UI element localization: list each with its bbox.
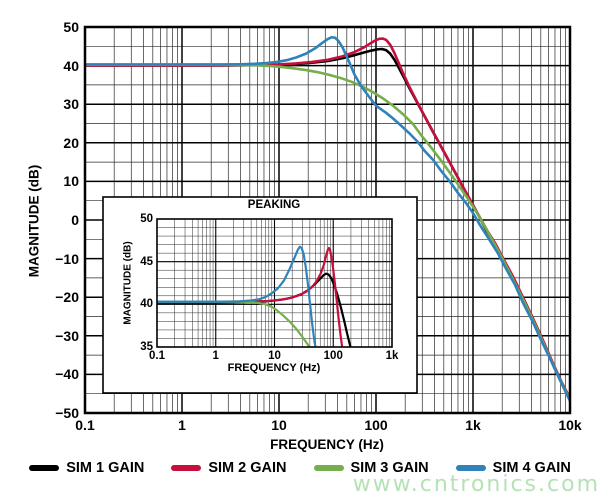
- main-y-tick-label: −30: [55, 327, 79, 344]
- legend-item-sim-2: SIM 2 GAIN: [171, 460, 287, 476]
- main-y-tick-label: 10: [63, 173, 79, 190]
- legend-item-sim-1: SIM 1 GAIN: [29, 460, 144, 476]
- inset-curves: [157, 245, 352, 347]
- main-x-axis-title: FREQUENCY (Hz): [270, 437, 384, 452]
- legend-label-sim-3: SIM 3 GAIN: [350, 460, 429, 476]
- inset-y-tick-label: 50: [140, 213, 153, 225]
- inset-x-axis-title: FREQUENCY (Hz): [227, 362, 321, 374]
- inset-grid: [157, 219, 392, 347]
- main-y-tick-label: 50: [63, 19, 79, 35]
- inset-plot-border: [156, 218, 393, 348]
- main-x-tick-label: 10: [271, 417, 287, 433]
- main-x-tick-label: 100: [364, 417, 388, 433]
- legend-swatch-sim-4: [455, 465, 486, 471]
- legend-label-sim-2: SIM 2 GAIN: [208, 460, 287, 476]
- main-y-tick-label: 40: [63, 57, 79, 74]
- inset-x-tick-label: 10: [268, 350, 281, 362]
- inset-panel: [102, 196, 418, 394]
- legend-item-sim-3: SIM 3 GAIN: [313, 460, 429, 476]
- legend-label-sim-1: SIM 1 GAIN: [66, 460, 145, 476]
- main-curve-sim-4: [85, 35, 570, 403]
- main-curves: [85, 35, 570, 403]
- inset-y-tick-label: 40: [140, 298, 153, 311]
- legend-swatch-sim-1: [29, 465, 60, 471]
- main-y-tick-label: 30: [63, 96, 79, 113]
- main-x-tick-label: 0.1: [75, 417, 95, 433]
- main-x-tick-label: 1: [178, 417, 186, 433]
- inset-y-tick-label: 35: [140, 341, 153, 353]
- inset-x-tick-label: 1: [212, 350, 219, 362]
- inset-x-tick-label: 1k: [385, 350, 399, 362]
- main-y-tick-label: 0: [71, 212, 79, 228]
- main-plot-border: [83, 25, 572, 415]
- legend-label-sim-4: SIM 4 GAIN: [492, 460, 571, 476]
- main-y-tick-label: −10: [55, 250, 79, 267]
- inset-curve-sim-2: [157, 246, 344, 347]
- main-x-tick-label: 1k: [465, 417, 481, 433]
- watermark-text: www.cntronics.com: [352, 472, 600, 497]
- main-y-tick-label: 20: [63, 134, 79, 151]
- chart-legend: SIM 1 GAIN SIM 2 GAIN SIM 3 GAIN SIM 4 GAIN: [0, 460, 600, 476]
- main-y-tick-label: −40: [55, 366, 79, 383]
- inset-y-tick-label: 45: [140, 255, 153, 268]
- main-x-tick-label: 10k: [558, 417, 582, 433]
- legend-swatch-sim-3: [313, 465, 344, 471]
- main-y-tick-label: −50: [55, 405, 79, 421]
- inset-x-tick-label: 100: [323, 350, 343, 362]
- main-y-tick-label: −20: [55, 289, 79, 306]
- inset-chart-title: PEAKING: [247, 199, 301, 211]
- legend-swatch-sim-2: [171, 465, 202, 471]
- legend-item-sim-4: SIM 4 GAIN: [455, 460, 571, 476]
- inset-x-tick-label: 0.1: [149, 350, 165, 362]
- inset-chart: [102, 196, 418, 394]
- inset-curve-sim-4: [157, 245, 317, 347]
